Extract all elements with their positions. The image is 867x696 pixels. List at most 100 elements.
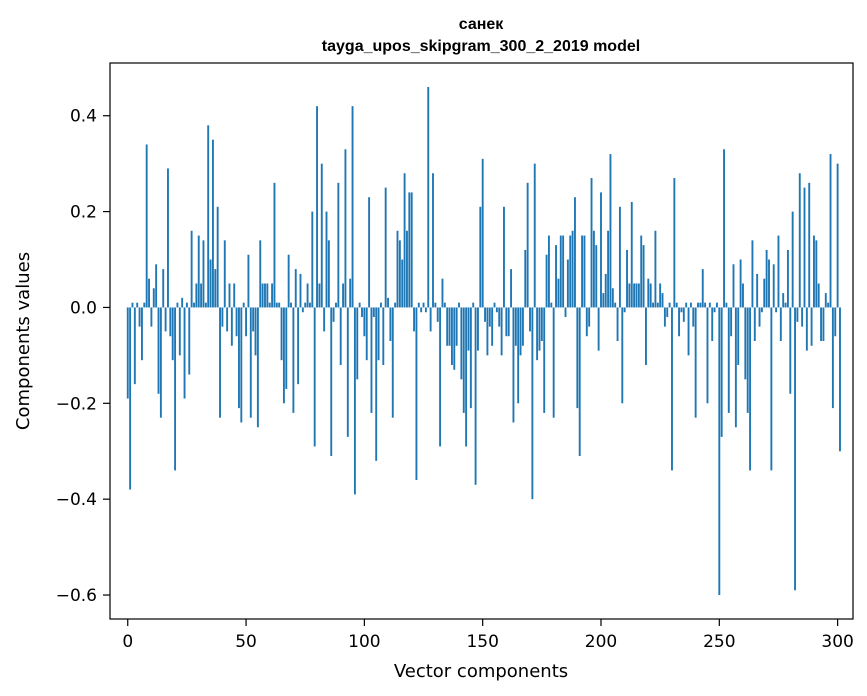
bar-60 (268, 302, 271, 308)
bar-16 (164, 307, 167, 332)
bar-23 (181, 297, 184, 308)
bar-137 (450, 307, 453, 365)
bar-48 (240, 307, 243, 423)
bar-130 (434, 302, 437, 308)
bar-285 (801, 307, 804, 327)
bar-96 (353, 307, 356, 495)
bar-83 (323, 307, 326, 332)
bar-17 (167, 168, 169, 308)
x-tick-label: 100 (348, 632, 380, 652)
y-tick-label: 0.0 (70, 298, 97, 318)
bar-80 (316, 106, 318, 308)
y-tick-label: −0.2 (56, 394, 97, 414)
bar-55 (256, 307, 259, 428)
bar-171 (531, 307, 534, 500)
bar-111 (389, 307, 392, 341)
bar-35 (209, 259, 212, 308)
bar-118 (406, 230, 408, 308)
chart-subtitle: tayga_upos_skipgram_300_2_2019 model (322, 38, 640, 55)
bar-205 (611, 288, 614, 308)
bar-81 (318, 283, 321, 308)
bar-14 (159, 307, 162, 418)
bar-162 (510, 269, 513, 308)
bar-76 (306, 283, 309, 308)
bar-51 (247, 254, 250, 308)
bar-290 (813, 235, 815, 308)
x-tick-label: 300 (821, 632, 853, 652)
bar-235 (682, 307, 685, 322)
bar-214 (633, 283, 636, 308)
bar-222 (652, 302, 654, 308)
bar-301 (839, 307, 841, 452)
bar-227 (663, 307, 666, 327)
bar-115 (398, 240, 401, 308)
bar-259 (739, 259, 742, 308)
bar-47 (238, 307, 240, 409)
bar-50 (245, 307, 247, 337)
bar-159 (503, 206, 505, 308)
bar-268 (760, 307, 763, 313)
bar-26 (188, 307, 191, 375)
bar-20 (174, 307, 177, 471)
bar-287 (805, 307, 808, 351)
bar-42 (226, 307, 229, 332)
bar-28 (193, 302, 195, 308)
bar-274 (775, 307, 778, 313)
bar-86 (330, 307, 333, 457)
bar-189 (574, 197, 576, 308)
bar-251 (720, 307, 723, 437)
y-tick-label: −0.6 (56, 586, 97, 606)
bar-210 (623, 307, 626, 313)
bar-169 (526, 182, 529, 308)
bar-163 (512, 307, 515, 423)
bar-13 (157, 307, 160, 394)
bar-226 (661, 293, 664, 308)
bar-33 (204, 302, 207, 308)
bar-265 (753, 307, 756, 341)
bar-78 (311, 211, 314, 308)
bar-200 (600, 192, 602, 308)
bar-65 (280, 307, 283, 361)
bar-41 (223, 240, 226, 308)
bar-232 (675, 302, 678, 308)
bar-110 (387, 297, 389, 308)
bar-82 (320, 163, 323, 308)
bar-85 (327, 240, 330, 308)
bar-172 (533, 163, 536, 308)
bar-157 (498, 307, 501, 327)
bar-158 (500, 307, 503, 356)
y-tick-label: 0.2 (70, 203, 97, 223)
bar-3 (133, 307, 136, 385)
bar-237 (687, 307, 690, 356)
bar-175 (540, 307, 543, 341)
bar-109 (384, 187, 387, 308)
bar-108 (382, 307, 385, 365)
bar-178 (547, 235, 550, 308)
bar-11 (152, 288, 155, 308)
bar-56 (259, 240, 262, 308)
bar-49 (242, 302, 245, 308)
bar-186 (566, 259, 569, 308)
bar-164 (514, 307, 517, 346)
bar-140 (458, 302, 460, 308)
bar-74 (301, 307, 304, 313)
bar-64 (278, 302, 281, 308)
bar-170 (529, 307, 531, 332)
bar-231 (673, 178, 676, 308)
bar-275 (777, 235, 780, 308)
bar-27 (190, 230, 193, 308)
bar-88 (335, 302, 337, 308)
bar-229 (668, 302, 671, 308)
bar-63 (275, 302, 278, 308)
bar-79 (313, 307, 316, 447)
bar-2 (131, 302, 134, 308)
bar-119 (408, 192, 411, 308)
bar-127 (427, 86, 430, 308)
bar-182 (557, 278, 560, 308)
bar-125 (422, 302, 425, 308)
bar-298 (831, 307, 834, 409)
bar-221 (649, 283, 652, 308)
bar-149 (479, 206, 482, 308)
bar-266 (756, 273, 759, 308)
bar-253 (725, 302, 728, 308)
